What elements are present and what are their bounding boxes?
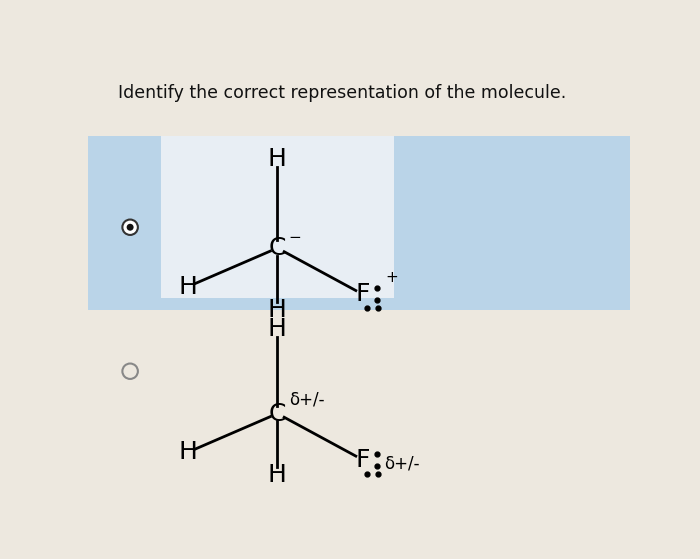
Text: Identify the correct representation of the molecule.: Identify the correct representation of t… bbox=[118, 84, 567, 102]
Text: H: H bbox=[268, 297, 287, 321]
Text: F: F bbox=[356, 282, 370, 306]
Circle shape bbox=[122, 220, 138, 235]
Bar bbox=[88, 136, 630, 310]
Text: −: − bbox=[288, 230, 301, 245]
Text: C: C bbox=[269, 236, 286, 260]
Text: C: C bbox=[269, 401, 286, 425]
Text: H: H bbox=[268, 317, 287, 341]
Text: +: + bbox=[386, 270, 398, 285]
Text: H: H bbox=[268, 463, 287, 487]
Text: H: H bbox=[178, 274, 197, 299]
Text: H: H bbox=[178, 440, 197, 464]
Text: F: F bbox=[356, 448, 370, 472]
Text: δ+/-: δ+/- bbox=[384, 454, 420, 472]
Text: δ+/-: δ+/- bbox=[289, 391, 325, 409]
Circle shape bbox=[127, 224, 134, 231]
Bar bbox=[161, 136, 393, 298]
Circle shape bbox=[122, 363, 138, 379]
Text: H: H bbox=[268, 148, 287, 172]
